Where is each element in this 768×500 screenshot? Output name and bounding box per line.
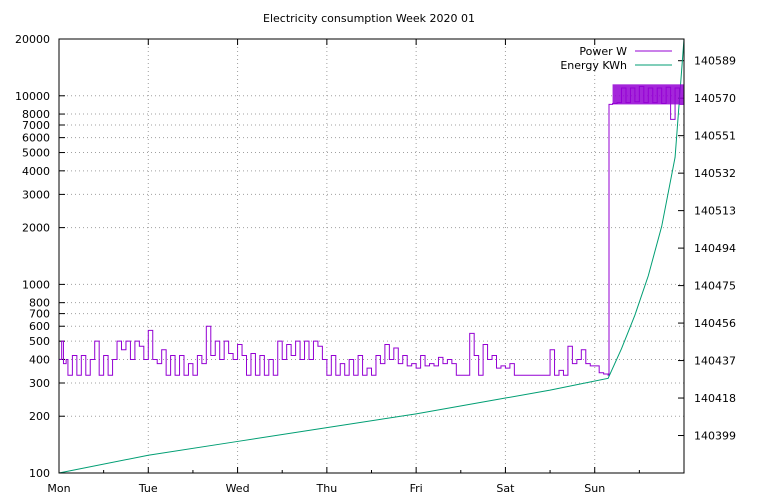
- x-tick-label: Fri: [410, 482, 423, 495]
- right-tick-label: 140513: [694, 205, 736, 218]
- x-tick-label: Mon: [47, 482, 70, 495]
- left-tick-label: 4000: [22, 165, 50, 178]
- left-tick-label: 1000: [22, 278, 50, 291]
- plot-series: [58, 38, 685, 474]
- plot-frame: [58, 38, 685, 474]
- x-tick-label: Sun: [584, 482, 605, 495]
- x-axis-ticks: Mon Tue Wed Thu Fri Sat Sun: [47, 39, 640, 495]
- x-tick-label: Sat: [496, 482, 515, 495]
- x-tick-label: Wed: [226, 482, 250, 495]
- right-tick-label: 140399: [694, 430, 736, 443]
- right-tick-label: 140456: [694, 317, 736, 330]
- left-tick-label: 7000: [22, 119, 50, 132]
- right-tick-label: 140532: [694, 167, 736, 180]
- right-tick-label: 140418: [694, 392, 736, 405]
- series-line-power-w: [59, 85, 685, 376]
- right-axis-ticks: 140399 140418 140437 140456 140475 140494 1405…: [678, 55, 736, 443]
- right-tick-label: 140551: [694, 130, 736, 143]
- left-tick-label: 2000: [22, 222, 50, 235]
- left-tick-label: 600: [29, 320, 50, 333]
- left-tick-label: 20000: [15, 33, 50, 46]
- legend-label-energy-kwh: Energy KWh: [560, 59, 627, 72]
- chart-title: Electricity consumption Week 2020 01: [263, 12, 475, 25]
- right-tick-label: 140570: [694, 92, 736, 105]
- x-tick-label: Tue: [138, 482, 158, 495]
- left-tick-label: 500: [29, 335, 50, 348]
- left-tick-label: 400: [29, 353, 50, 366]
- left-tick-label: 300: [29, 377, 50, 390]
- left-tick-label: 3000: [22, 188, 50, 201]
- right-tick-label: 140475: [694, 280, 736, 293]
- left-tick-label: 6000: [22, 132, 50, 145]
- series-line-energy-kwh: [58, 38, 685, 474]
- left-tick-label: 200: [29, 410, 50, 423]
- left-tick-label: 10000: [15, 90, 50, 103]
- x-tick-label: Thu: [316, 482, 338, 495]
- left-tick-label: 8000: [22, 108, 50, 121]
- right-tick-label: 140494: [694, 242, 736, 255]
- left-tick-label: 100: [29, 467, 50, 480]
- right-tick-label: 140437: [694, 355, 736, 368]
- left-tick-label: 800: [29, 297, 50, 310]
- power-dense-block: [612, 84, 684, 105]
- left-tick-label: 5000: [22, 147, 50, 160]
- legend-label-power-w: Power W: [579, 45, 627, 58]
- right-tick-label: 140589: [694, 55, 736, 68]
- grid: [59, 39, 684, 473]
- left-tick-label: 700: [29, 308, 50, 321]
